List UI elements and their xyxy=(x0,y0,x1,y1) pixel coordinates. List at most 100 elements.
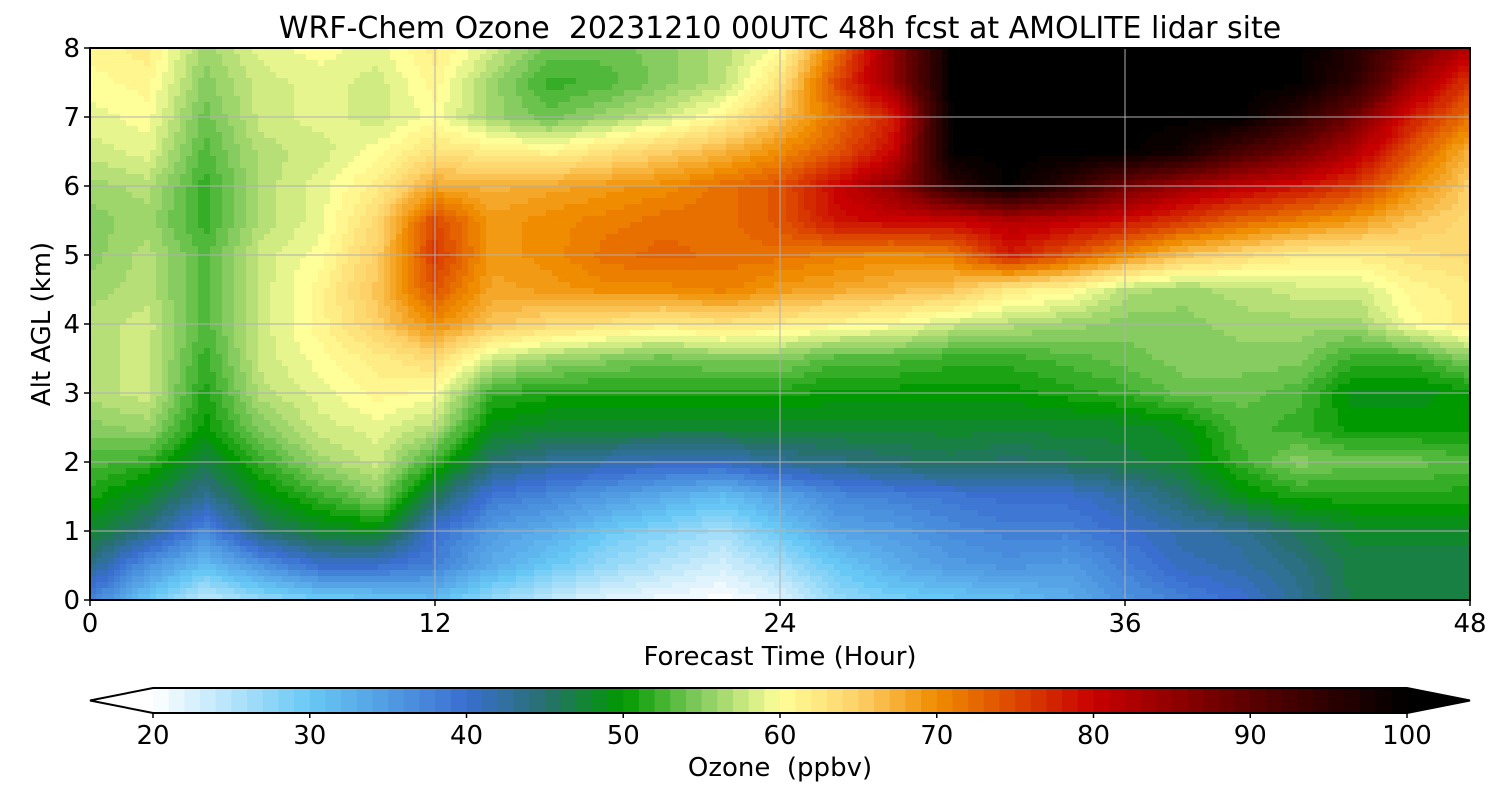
contour-cell xyxy=(1104,132,1111,139)
contour-cell xyxy=(1326,108,1333,115)
contour-cell xyxy=(684,174,691,181)
contour-cell xyxy=(138,96,145,103)
contour-cell xyxy=(1212,96,1219,103)
contour-cell xyxy=(858,144,865,151)
contour-cell xyxy=(324,150,331,157)
contour-cell xyxy=(852,90,859,97)
contour-cell xyxy=(522,60,529,67)
contour-cell xyxy=(738,96,745,103)
contour-cell xyxy=(726,144,733,151)
contour-cell xyxy=(246,84,253,91)
contour-cell xyxy=(414,144,421,151)
contour-cell xyxy=(858,84,865,91)
contour-cell xyxy=(756,120,763,127)
contour-cell xyxy=(1242,156,1249,163)
contour-cell xyxy=(942,90,949,97)
contour-cell xyxy=(942,150,949,157)
contour-cell xyxy=(984,78,991,85)
contour-cell xyxy=(864,174,871,181)
contour-cell xyxy=(300,132,307,139)
contour-cell xyxy=(1182,156,1189,163)
contour-cell xyxy=(618,78,625,85)
contour-cell xyxy=(1050,132,1057,139)
contour-cell xyxy=(510,162,517,169)
contour-cell xyxy=(312,66,319,73)
contour-cell xyxy=(1332,66,1339,73)
contour-cell xyxy=(618,126,625,133)
contour-cell xyxy=(1002,78,1009,85)
contour-cell xyxy=(558,132,565,139)
contour-cell xyxy=(102,156,109,163)
contour-cell xyxy=(1206,108,1213,115)
contour-cell xyxy=(804,48,811,55)
contour-cell xyxy=(1116,102,1123,109)
contour-cell xyxy=(1182,144,1189,151)
contour-cell xyxy=(336,60,343,67)
contour-cell xyxy=(834,48,841,55)
contour-cell xyxy=(318,78,325,85)
contour-cell xyxy=(1290,168,1297,175)
contour-cell xyxy=(1002,96,1009,103)
contour-cell xyxy=(924,84,931,91)
contour-cell xyxy=(108,90,115,97)
contour-cell xyxy=(672,90,679,97)
contour-cell xyxy=(846,72,853,79)
contour-cell xyxy=(702,102,709,109)
contour-cell xyxy=(474,156,481,163)
contour-cell xyxy=(1080,48,1087,55)
contour-cell xyxy=(870,60,877,67)
contour-cell xyxy=(720,66,727,73)
contour-cell xyxy=(1392,150,1399,157)
contour-cell xyxy=(930,138,937,145)
contour-cell xyxy=(1002,90,1009,97)
contour-cell xyxy=(330,150,337,157)
contour-cell xyxy=(1140,168,1147,175)
contour-cell xyxy=(318,126,325,133)
contour-cell xyxy=(918,72,925,79)
contour-cell xyxy=(516,126,523,133)
contour-cell xyxy=(1368,132,1375,139)
contour-cell xyxy=(486,96,493,103)
contour-cell xyxy=(366,108,373,115)
contour-cell xyxy=(114,156,121,163)
contour-cell xyxy=(1278,144,1285,151)
contour-cell xyxy=(1266,102,1273,109)
contour-cell xyxy=(306,132,313,139)
contour-cell xyxy=(768,174,775,181)
contour-cell xyxy=(888,168,895,175)
contour-cell xyxy=(1014,144,1021,151)
contour-cell xyxy=(1410,168,1417,175)
contour-cell xyxy=(1038,156,1045,163)
contour-cell xyxy=(1074,168,1081,175)
contour-cell xyxy=(1068,120,1075,127)
contour-cell xyxy=(882,78,889,85)
contour-cell xyxy=(126,48,133,55)
contour-cell xyxy=(468,126,475,133)
contour-cell xyxy=(1338,132,1345,139)
contour-cell xyxy=(108,54,115,61)
contour-cell xyxy=(426,78,433,85)
contour-cell xyxy=(894,96,901,103)
contour-cell xyxy=(582,96,589,103)
contour-cell xyxy=(606,66,613,73)
contour-cell xyxy=(1254,162,1261,169)
contour-cell xyxy=(156,156,163,163)
contour-cell xyxy=(624,168,631,175)
contour-cell xyxy=(1164,84,1171,91)
contour-cell xyxy=(174,90,181,97)
contour-cell xyxy=(1110,132,1117,139)
contour-cell xyxy=(1008,126,1015,133)
contour-cell xyxy=(840,48,847,55)
contour-cell xyxy=(204,78,211,85)
contour-cell xyxy=(1434,54,1441,61)
contour-cell xyxy=(264,48,271,55)
contour-cell xyxy=(984,144,991,151)
contour-cell xyxy=(690,66,697,73)
contour-cell xyxy=(1176,156,1183,163)
contour-cell xyxy=(870,72,877,79)
contour-cell xyxy=(600,102,607,109)
contour-cell xyxy=(990,48,997,55)
contour-cell xyxy=(732,132,739,139)
contour-cell xyxy=(1416,132,1423,139)
contour-cell xyxy=(138,48,145,55)
